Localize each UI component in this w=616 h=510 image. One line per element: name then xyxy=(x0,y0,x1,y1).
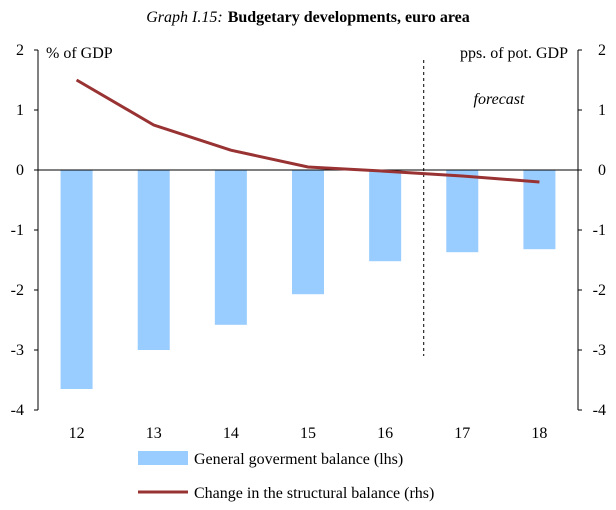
bar-general-government-balance xyxy=(523,170,556,250)
right-axis-tick-label: 0 xyxy=(598,162,606,179)
x-axis-tick-label: 15 xyxy=(300,425,316,442)
x-axis-tick-label: 12 xyxy=(69,425,85,442)
right-axis-tick-label: 2 xyxy=(598,42,606,59)
bar-general-government-balance xyxy=(214,170,247,325)
forecast-annotation: forecast xyxy=(474,91,526,108)
left-axis-tick-label: -3 xyxy=(11,342,24,359)
right-axis-tick-label: -2 xyxy=(593,282,606,299)
bar-general-government-balance xyxy=(446,170,479,253)
chart-title: Graph I.15: Budgetary developments, euro … xyxy=(146,9,470,26)
left-axis-tick-label: 0 xyxy=(16,162,24,179)
legend-bar-label: General goverment balance (lhs) xyxy=(194,451,403,468)
left-axis-tick-label: 1 xyxy=(16,102,24,119)
chart-title-main: Budgetary developments, euro area xyxy=(228,9,470,26)
bar-general-government-balance xyxy=(369,170,402,262)
chart-title-prefix: Graph I.15: xyxy=(146,9,222,26)
right-axis-unit-label: pps. of pot. GDP xyxy=(460,45,568,62)
plot-area: 2 2 1 1 0 0 -1 -1 -2 -2 -3 -3 -4 -4 12 13 14 15 16 17 18 xyxy=(11,42,606,442)
right-axis-tick-label: -1 xyxy=(593,222,606,239)
right-axis-tick-label: 1 xyxy=(598,102,606,119)
left-axis-tick-label: -1 xyxy=(11,222,24,239)
bar-general-government-balance xyxy=(60,170,93,389)
line-change-structural-balance xyxy=(75,78,540,184)
x-axis-tick-label: 14 xyxy=(223,425,239,442)
legend-bar-swatch xyxy=(138,451,188,465)
bar-general-government-balance xyxy=(292,170,324,295)
right-axis-tick-label: -3 xyxy=(593,342,606,359)
left-axis-unit-label: % of GDP xyxy=(46,45,113,62)
x-axis-tick-label: 13 xyxy=(146,425,162,442)
bar-general-government-balance xyxy=(137,170,170,350)
x-axis-tick-label: 16 xyxy=(377,425,393,442)
legend-line-label: Change in the structural balance (rhs) xyxy=(194,485,434,502)
x-axis-tick-label: 17 xyxy=(454,425,470,442)
legend: General goverment balance (lhs) Change i… xyxy=(138,451,434,502)
left-axis-tick-label: 2 xyxy=(16,42,24,59)
right-axis-tick-label: -4 xyxy=(593,402,606,419)
x-axis-tick-label: 18 xyxy=(531,425,547,442)
left-axis-tick-label: -2 xyxy=(11,282,24,299)
left-axis-tick-label: -4 xyxy=(11,402,24,419)
